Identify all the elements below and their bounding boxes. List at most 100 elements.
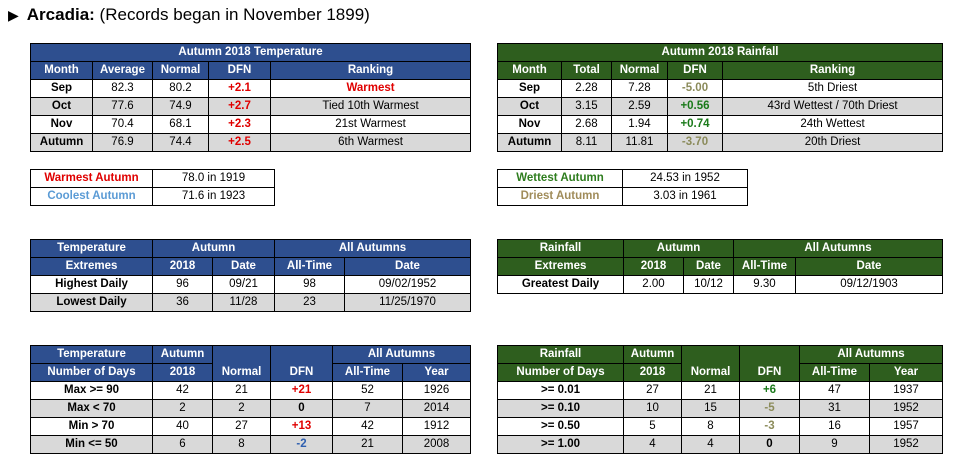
table-cell: Normal — [212, 345, 271, 382]
table-cell: Warmest — [269, 79, 472, 98]
table-cell: +0.56 — [667, 97, 723, 116]
table-cell: 98 — [274, 275, 345, 294]
table-cell: 40 — [152, 417, 213, 436]
table-row: Lowest Daily 36 11/28 23 11/25/1970 — [30, 293, 472, 312]
table-cell: Max >= 90 — [30, 381, 153, 400]
table-cell: -3 — [739, 417, 800, 436]
table-cell: 2.68 — [561, 115, 612, 134]
table-cell: 2.00 — [623, 275, 684, 294]
table-cell: 2.59 — [611, 97, 668, 116]
coolest-autumn-value: 71.6 in 1923 — [152, 187, 275, 206]
table-cell: -5 — [739, 399, 800, 418]
table-cell: 24th Wettest — [721, 115, 944, 134]
records-note: (Records began in November 1899) — [99, 5, 370, 24]
temperature-summary-title: Autumn 2018 Temperature — [29, 43, 472, 62]
table-cell: 10 — [623, 399, 682, 418]
table-row: >= 1.00 4 4 0 9 1952 — [497, 435, 944, 454]
table-cell: 2018 — [152, 257, 213, 276]
table-cell: 09/12/1903 — [794, 275, 944, 294]
table-cell: Autumn — [497, 133, 562, 152]
table-cell: Date — [343, 257, 472, 276]
temperature-records-table: Warmest Autumn 78.0 in 1919 Coolest Autu… — [30, 169, 275, 206]
table-cell: 1912 — [401, 417, 472, 436]
temperature-summary-table: Autumn 2018 Temperature Month Average No… — [29, 43, 472, 152]
table-row: Min > 70 40 27 +13 42 1912 — [30, 417, 472, 436]
table-cell: Sep — [30, 79, 93, 98]
table-cell: 1952 — [868, 399, 944, 418]
table-cell: 7.28 — [611, 79, 668, 98]
table-cell: 16 — [799, 417, 870, 436]
warmest-autumn-value: 78.0 in 1919 — [152, 169, 275, 188]
table-row: Max >= 90 42 21 +21 52 1926 — [30, 381, 472, 400]
col-header: Total — [561, 61, 612, 80]
table-cell: 1926 — [401, 381, 472, 400]
table-cell: Oct — [30, 97, 93, 116]
table-cell: All Autumns — [732, 239, 944, 258]
table-cell: 4 — [681, 435, 740, 454]
table-cell: 36 — [152, 293, 213, 312]
page-title: ▶ Arcadia: (Records began in November 189… — [8, 5, 370, 25]
table-cell: Autumn — [152, 345, 213, 364]
table-cell: 2 — [212, 399, 271, 418]
table-row: Oct 77.6 74.9 +2.7 Tied 10th Warmest — [30, 97, 472, 116]
table-cell: 5 — [623, 417, 682, 436]
table-cell: 27 — [212, 417, 271, 436]
table-cell: 5th Driest — [721, 79, 944, 98]
table-cell: Autumn — [152, 239, 275, 258]
table-cell: Extremes — [497, 257, 624, 276]
table-cell: 7 — [332, 399, 403, 418]
table-row: Autumn 8.11 11.81 -3.70 20th Driest — [497, 133, 944, 152]
table-cell: Min <= 50 — [30, 435, 153, 454]
table-cell: 2.28 — [561, 79, 612, 98]
table-cell: 2018 — [623, 257, 684, 276]
table-cell: Autumn — [623, 239, 734, 258]
table-cell: All-Time — [799, 363, 870, 382]
table-row: Min <= 50 6 8 -2 21 2008 — [30, 435, 472, 454]
table-cell: All-Time — [274, 257, 345, 276]
rainfall-extremes-table: Rainfall Autumn All Autumns Extremes 201… — [497, 239, 944, 294]
table-cell: Rainfall — [497, 239, 624, 258]
table-cell: 11/25/1970 — [343, 293, 472, 312]
col-header: DFN — [667, 61, 723, 80]
table-cell: 27 — [623, 381, 682, 400]
table-cell: +0.74 — [667, 115, 723, 134]
table-cell: 8 — [681, 417, 740, 436]
table-cell: 11/28 — [212, 293, 275, 312]
table-row: Greatest Daily 2.00 10/12 9.30 09/12/190… — [497, 275, 944, 294]
table-cell: 1952 — [868, 435, 944, 454]
table-cell: 68.1 — [152, 115, 209, 134]
table-cell: 80.2 — [152, 79, 209, 98]
col-header: DFN — [208, 61, 271, 80]
table-cell: 23 — [274, 293, 345, 312]
table-row: Max < 70 2 2 0 7 2014 — [30, 399, 472, 418]
col-header: Ranking — [721, 61, 944, 80]
wettest-autumn-label: Wettest Autumn — [497, 169, 623, 188]
temperature-days-table: Temperature Autumn Normal DFN All Autumn… — [30, 345, 472, 454]
coolest-autumn-label: Coolest Autumn — [30, 187, 153, 206]
table-row: Sep 2.28 7.28 -5.00 5th Driest — [497, 79, 944, 98]
table-cell: Max < 70 — [30, 399, 153, 418]
table-cell: 70.4 — [92, 115, 153, 134]
table-cell: Number of Days — [30, 363, 153, 382]
table-cell: +13 — [270, 417, 333, 436]
table-cell: +2.1 — [208, 79, 271, 98]
table-cell: +2.3 — [208, 115, 271, 134]
table-cell: All Autumns — [273, 239, 472, 258]
table-cell: 43rd Wettest / 70th Driest — [721, 97, 944, 116]
table-cell: Oct — [497, 97, 562, 116]
table-cell: 9 — [799, 435, 870, 454]
table-cell: Rainfall — [497, 345, 624, 364]
table-cell: 31 — [799, 399, 870, 418]
table-cell: 6 — [152, 435, 213, 454]
col-header: Ranking — [269, 61, 472, 80]
table-cell: >= 0.10 — [497, 399, 624, 418]
table-cell: 09/02/1952 — [343, 275, 472, 294]
table-row: >= 0.01 27 21 +6 47 1937 — [497, 381, 944, 400]
table-cell: 0 — [270, 399, 333, 418]
table-cell: 15 — [681, 399, 740, 418]
table-cell: +6 — [739, 381, 800, 400]
table-cell: 2018 — [152, 363, 213, 382]
table-cell: 1957 — [868, 417, 944, 436]
table-cell: 21 — [212, 381, 271, 400]
table-cell: 77.6 — [92, 97, 153, 116]
